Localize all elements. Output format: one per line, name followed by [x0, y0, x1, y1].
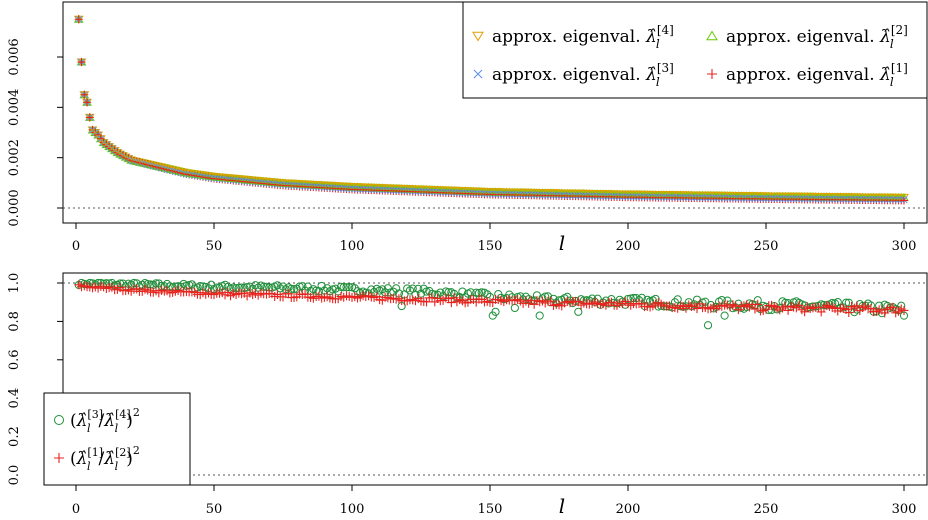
bottom-point-ratio34 — [403, 284, 412, 293]
bottom-point-ratio34 — [317, 281, 326, 291]
top-x-tick-label: 150 — [478, 239, 503, 254]
bottom-x-tick-label: 50 — [206, 502, 223, 517]
bottom-point-ratio34 — [535, 311, 544, 320]
bottom-x-tick-label: 250 — [754, 502, 779, 517]
top-legend-label: approx. eigenval. λ̂[3] l — [492, 61, 674, 89]
bottom-point-ratio12 — [750, 304, 760, 314]
bottom-point-ratio34 — [251, 281, 260, 290]
bottom-point-ratio34 — [510, 303, 519, 313]
bottom-x-tick-label: 150 — [478, 502, 503, 517]
bottom-point-ratio12 — [899, 305, 909, 315]
bottom-legend-label: (λ̂[1] l/λ̂[2] l)2 — [70, 444, 140, 473]
bottom-point-ratio12 — [446, 298, 456, 308]
top-y-tick-label: 0.004 — [7, 89, 22, 126]
bottom-point-ratio34 — [331, 284, 340, 293]
bottom-point-ratio34 — [703, 321, 713, 330]
bottom-axes: 0 50 100 150 200 250 300 0.0 0.2 0.4 0.6 0.8 1.0 l — [7, 273, 927, 518]
bottom-point-ratio12 — [844, 308, 854, 318]
top-point-lambda1 — [83, 98, 92, 107]
bottom-y-tick-label: 1.0 — [7, 273, 22, 294]
top-y-tick-label: 0.002 — [7, 139, 22, 176]
top-x-tick-label: 200 — [616, 239, 641, 254]
top-legend-marker — [472, 31, 484, 42]
bottom-point-ratio34 — [392, 284, 401, 293]
top-legend-marker — [707, 69, 717, 79]
bottom-point-ratio34 — [342, 283, 351, 292]
bottom-points — [74, 278, 909, 330]
bottom-point-ratio34 — [336, 282, 346, 291]
top-legend-marker — [706, 30, 718, 41]
top-point-lambda1 — [900, 196, 908, 205]
bottom-legend-label: (λ̂[3] l/λ̂[4] l)2 — [70, 406, 140, 435]
top-legend-label: approx. eigenval. λ̂[4] l — [492, 23, 674, 51]
top-x-axis-label: l — [559, 231, 565, 255]
bottom-point-ratio12 — [852, 301, 862, 311]
bottom-x-tick-label: 0 — [72, 502, 80, 517]
bottom-x-tick-label: 300 — [892, 502, 917, 517]
bottom-legend-marker — [54, 453, 64, 463]
bottom-point-ratio34 — [378, 285, 387, 294]
bottom-point-ratio34 — [720, 311, 729, 320]
bottom-point-ratio34 — [289, 284, 299, 294]
top-points — [73, 14, 909, 205]
top-point-lambda1 — [80, 90, 89, 99]
bottom-point-ratio34 — [243, 283, 252, 292]
top-x-tick-label: 300 — [892, 239, 917, 254]
bottom-x-tick-label: 200 — [616, 502, 641, 517]
bottom-point-ratio34 — [491, 307, 500, 316]
bottom-x-axis-label: l — [559, 494, 565, 518]
bottom-point-ratio12 — [800, 307, 810, 317]
bottom-point-ratio34 — [278, 282, 288, 291]
bottom-y-tick-label: 0.6 — [7, 349, 22, 370]
bottom-legend-marker — [54, 415, 64, 425]
bottom-y-tick-label: 0.4 — [7, 388, 22, 409]
bottom-point-ratio34 — [303, 282, 312, 291]
bottom-point-ratio34 — [414, 284, 423, 293]
bottom-point-ratio12 — [753, 299, 763, 309]
bottom-point-ratio34 — [287, 284, 296, 293]
top-legend-label: approx. eigenval. λ̂[1] l — [726, 61, 908, 89]
bottom-x-tick-label: 100 — [340, 502, 365, 517]
top-legend-marker — [473, 69, 483, 79]
top-y-tick-label: 0.006 — [7, 38, 22, 75]
bottom-point-ratio12 — [816, 307, 826, 317]
bottom-point-ratio34 — [323, 284, 332, 293]
bottom-point-ratio34 — [673, 295, 682, 304]
top-x-tick-label: 100 — [340, 239, 365, 254]
bottom-point-ratio34 — [339, 283, 348, 292]
top-point-lambda1 — [74, 15, 83, 24]
bottom-y-tick-label: 0.0 — [7, 465, 22, 486]
bottom-point-ratio34 — [220, 280, 230, 289]
bottom-point-ratio12 — [692, 304, 702, 314]
top-point-lambda1 — [85, 113, 94, 122]
bottom-point-ratio34 — [472, 288, 481, 297]
top-point-lambda1 — [77, 58, 86, 67]
top-legend: approx. eigenval. λ̂[4] l approx. eigenval… — [462, 1, 928, 99]
bottom-y-tick-label: 0.8 — [7, 311, 22, 332]
bottom-point-ratio34 — [419, 284, 428, 293]
top-legend-label: approx. eigenval. λ̂[2] l — [726, 23, 908, 51]
top-y-tick-label: 0.000 — [7, 189, 22, 226]
bottom-point-ratio34 — [574, 307, 583, 316]
top-x-tick-label: 250 — [754, 239, 779, 254]
top-axes: 0 50 100 150 200 250 300 0.000 0.002 0.004 0.006 l — [7, 38, 927, 255]
top-x-tick-label: 50 — [206, 239, 223, 254]
bottom-point-ratio12 — [888, 302, 898, 312]
top-x-tick-label: 0 — [72, 239, 80, 254]
bottom-legend: (λ̂[3] l/λ̂[4] l)2 (λ̂[1] l/λ̂[2] l)2 — [43, 392, 191, 486]
bottom-point-ratio34 — [196, 282, 205, 291]
bottom-point-ratio34 — [345, 283, 354, 292]
bottom-y-tick-label: 0.2 — [7, 426, 22, 447]
bottom-point-ratio34 — [298, 282, 307, 291]
